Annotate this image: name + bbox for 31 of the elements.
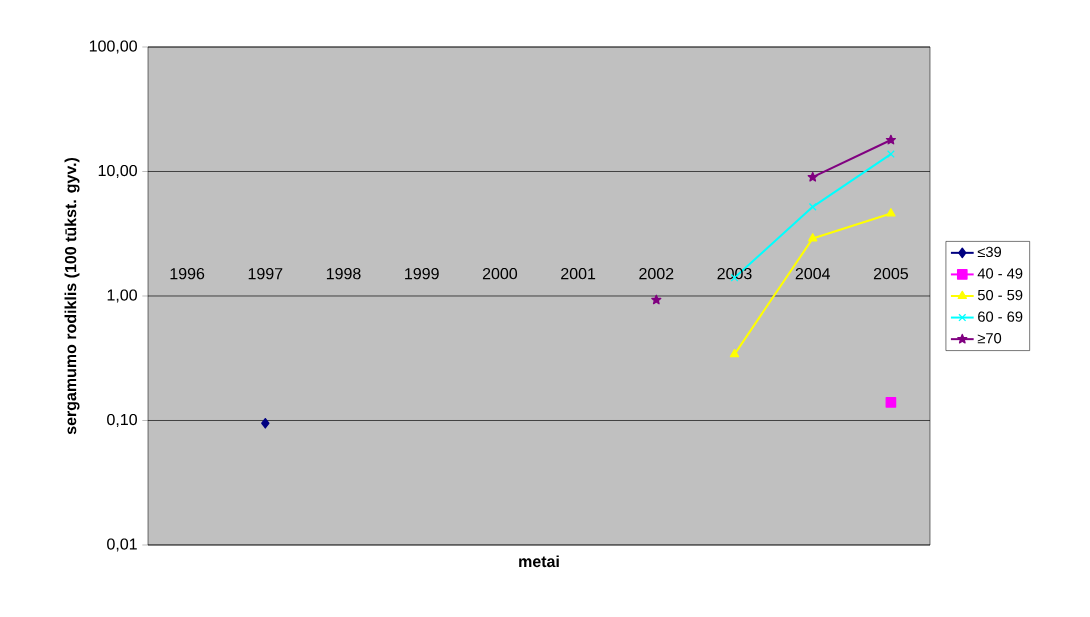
y-tick-label: 10,00: [98, 164, 137, 179]
point: [886, 150, 895, 159]
y-tick-label: 1,00: [107, 289, 137, 303]
y-axis-title: sergamumo rodiklis (100 tūkst. gyv.): [64, 157, 80, 435]
point: [807, 233, 818, 242]
legend-label: ≤39: [977, 246, 1002, 258]
legend-label: 40 - 49: [977, 268, 1023, 279]
point: [261, 417, 270, 429]
x-tick-label: 2005: [873, 267, 909, 280]
point: [886, 208, 896, 217]
y-tick-label: 0,10: [107, 413, 137, 428]
x-tick-label: 1998: [326, 267, 361, 280]
legend-label: 50 - 59: [977, 289, 1023, 301]
x-tick-label: 1999: [405, 267, 439, 280]
legend-label: 60 - 69: [978, 311, 1023, 322]
x-axis-title: metai: [519, 555, 559, 568]
point: [885, 134, 897, 145]
x-tick-label: 2000: [482, 267, 518, 280]
x-tick-label: 2001: [561, 267, 596, 280]
x-tick-label: 2002: [639, 267, 674, 280]
point: [885, 396, 897, 408]
x-tick-label: 1997: [248, 267, 283, 280]
x-tick-label: 1996: [170, 267, 205, 280]
point: [651, 294, 662, 305]
point: [807, 171, 818, 182]
y-tick-label: 100,00: [89, 40, 137, 54]
y-tick-label: 0,01: [107, 538, 137, 552]
point: [729, 348, 740, 358]
point: [808, 202, 817, 211]
x-tick-label: 2004: [795, 267, 831, 280]
legend-label: ≥70: [977, 333, 1002, 344]
